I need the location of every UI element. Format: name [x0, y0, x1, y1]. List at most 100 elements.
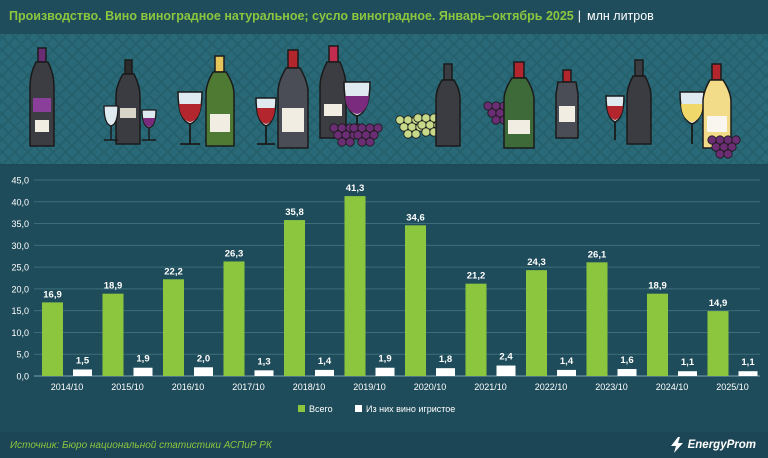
data-label-sparkling: 1,4 [560, 356, 574, 367]
x-tick-label: 2017/10 [232, 382, 265, 392]
data-label-sparkling: 2,4 [499, 352, 513, 363]
wine-bottle-icon [205, 55, 235, 147]
x-tick-label: 2022/10 [535, 382, 568, 392]
bar-sparkling [617, 369, 637, 376]
wine-bottle-icon [626, 59, 652, 145]
wine-banner [0, 34, 768, 164]
bar-total [284, 220, 305, 376]
x-tick-label: 2015/10 [111, 382, 144, 392]
data-label-total: 14,9 [709, 298, 728, 309]
x-tick-label: 2014/10 [51, 382, 84, 392]
y-tick-label: 0,0 [16, 372, 29, 382]
legend-label: Из них вино игристое [366, 404, 455, 414]
bar-sparkling [738, 371, 758, 376]
data-label-total: 34,6 [406, 212, 425, 223]
bar-total [102, 293, 124, 376]
data-label-total: 26,3 [225, 248, 244, 259]
bar-total [405, 225, 426, 376]
legend-swatch [298, 405, 305, 412]
y-tick-label: 40,0 [11, 197, 29, 207]
bar-sparkling [678, 371, 697, 376]
chart-title: Производство. Вино виноградное натуральн… [9, 9, 654, 23]
bar-total [163, 279, 184, 376]
bar-sparkling [73, 369, 92, 376]
data-label-total: 35,8 [285, 207, 304, 218]
data-label-total: 18,9 [648, 281, 667, 292]
bar-sparkling [375, 367, 395, 376]
bar-total [526, 270, 547, 376]
data-label-total: 22,2 [164, 266, 183, 277]
data-label-total: 18,9 [104, 281, 123, 292]
x-tick-label: 2021/10 [474, 382, 507, 392]
y-tick-label: 5,0 [16, 350, 29, 360]
title-text: Производство. Вино виноградное натуральн… [9, 9, 574, 23]
bar-sparkling [436, 368, 455, 376]
x-tick-label: 2020/10 [414, 382, 447, 392]
bar-sparkling [254, 370, 274, 376]
data-label-sparkling: 1,5 [76, 355, 90, 366]
grapes-icon [707, 135, 741, 159]
data-label-sparkling: 1,1 [681, 357, 695, 368]
data-label-sparkling: 1,8 [439, 354, 452, 365]
bar-sparkling [496, 365, 516, 376]
bar-total [707, 311, 729, 376]
data-label-sparkling: 1,9 [136, 354, 149, 365]
logo: EnergyProm [669, 437, 756, 453]
bar-total [647, 293, 668, 376]
x-tick-label: 2016/10 [172, 382, 205, 392]
bar-total [344, 196, 366, 376]
bar-sparkling [315, 369, 334, 376]
title-unit: млн литров [587, 9, 654, 23]
y-tick-label: 15,0 [11, 306, 29, 316]
chart-area: 0,0 5,0 10,0 15,0 20,0 25,0 30,0 35,0 40,0 45,0 16… [0, 166, 768, 432]
source-note: Источник: Бюро национальной статистики А… [10, 440, 272, 451]
data-label-total: 16,9 [43, 289, 62, 300]
legend-swatch [355, 405, 362, 412]
title-separator: | [577, 9, 582, 23]
grapes-icon [329, 123, 383, 147]
wine-glass-icon [177, 91, 203, 145]
data-label-total: 24,3 [527, 257, 546, 268]
wine-glass-icon [255, 97, 277, 145]
wine-bottle-icon [702, 63, 732, 149]
wine-bottle-icon [555, 69, 579, 139]
data-label-total: 41,3 [346, 183, 365, 194]
banner-illustration [29, 45, 741, 159]
bar-total [223, 261, 245, 376]
wine-glass-icon [679, 91, 705, 144]
x-tick-label: 2025/10 [716, 382, 749, 392]
logo-text: EnergyProm [687, 439, 756, 451]
data-label-sparkling: 1,9 [378, 354, 391, 365]
wine-bottle-icon [435, 63, 461, 147]
bar-total [465, 283, 487, 376]
y-tick-label: 25,0 [11, 263, 29, 273]
bar-total [586, 262, 608, 376]
wine-glass-icon [605, 95, 625, 140]
data-label-sparkling: 1,3 [257, 356, 270, 367]
wine-bottle-icon [29, 47, 55, 147]
data-label-sparkling: 2,0 [197, 353, 210, 364]
y-tick-label: 20,0 [11, 284, 29, 294]
y-tick-label: 30,0 [11, 241, 29, 251]
lightning-icon [670, 437, 683, 453]
wine-bottle-icon [277, 49, 309, 149]
x-tick-label: 2019/10 [353, 382, 386, 392]
bar-sparkling [133, 367, 153, 376]
x-tick-label: 2024/10 [656, 382, 689, 392]
data-label-total: 26,1 [588, 249, 607, 260]
data-label-sparkling: 1,6 [620, 355, 633, 366]
bar-chart: 0,0 5,0 10,0 15,0 20,0 25,0 30,0 35,0 40,0 45,0 16… [11, 176, 760, 414]
x-tick-label: 2023/10 [595, 382, 628, 392]
legend-label: Всего [309, 404, 333, 414]
y-tick-label: 45,0 [11, 176, 29, 186]
y-tick-label: 10,0 [11, 328, 29, 338]
bar-sparkling [194, 367, 213, 376]
y-tick-label: 35,0 [11, 219, 29, 229]
wine-glass-icon [103, 105, 157, 141]
header: Производство. Вино виноградное натуральн… [0, 0, 768, 34]
bar-sparkling [557, 369, 576, 376]
wine-bottle-icon [503, 61, 535, 149]
data-label-total: 21,2 [467, 271, 486, 282]
x-tick-label: 2018/10 [293, 382, 326, 392]
